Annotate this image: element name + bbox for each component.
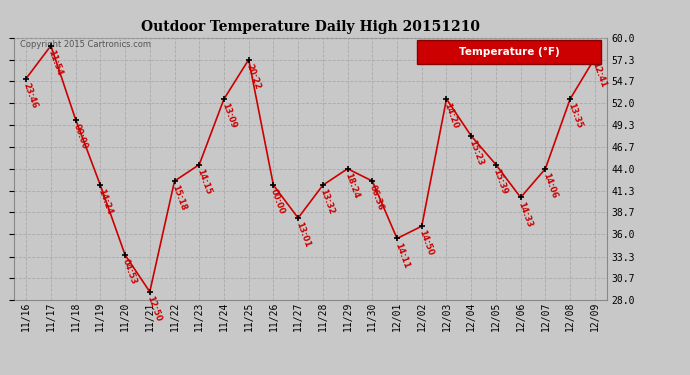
Text: 15:39: 15:39 xyxy=(492,167,509,195)
Text: 12:50: 12:50 xyxy=(146,295,163,323)
Text: 15:23: 15:23 xyxy=(467,139,484,167)
Text: 23:46: 23:46 xyxy=(22,81,39,110)
Text: 13:35: 13:35 xyxy=(566,102,583,130)
Text: 14:11: 14:11 xyxy=(393,241,411,270)
Text: 13:09: 13:09 xyxy=(219,102,237,130)
Text: 00:00: 00:00 xyxy=(269,188,286,216)
Text: 14:20: 14:20 xyxy=(442,102,460,130)
Text: 18:24: 18:24 xyxy=(344,171,361,200)
Text: 20:22: 20:22 xyxy=(244,62,262,91)
Title: Outdoor Temperature Daily High 20151210: Outdoor Temperature Daily High 20151210 xyxy=(141,20,480,33)
Text: 14:24: 14:24 xyxy=(96,188,114,216)
Text: 06:36: 06:36 xyxy=(368,184,386,212)
Text: 12:41: 12:41 xyxy=(591,61,608,89)
Text: 14:33: 14:33 xyxy=(516,200,534,228)
Text: 14:15: 14:15 xyxy=(195,167,213,196)
Text: 00:00: 00:00 xyxy=(71,122,89,150)
Text: 04:53: 04:53 xyxy=(121,258,138,286)
Text: 13:32: 13:32 xyxy=(319,188,336,216)
Text: 11:54: 11:54 xyxy=(47,48,64,77)
FancyBboxPatch shape xyxy=(417,40,601,64)
Text: Temperature (°F): Temperature (°F) xyxy=(459,47,560,57)
Text: 14:50: 14:50 xyxy=(417,229,435,257)
Text: Copyright 2015 Cartronics.com: Copyright 2015 Cartronics.com xyxy=(20,40,150,49)
Text: 15:18: 15:18 xyxy=(170,184,188,212)
Text: 14:06: 14:06 xyxy=(541,171,559,200)
Text: 13:01: 13:01 xyxy=(294,221,311,249)
